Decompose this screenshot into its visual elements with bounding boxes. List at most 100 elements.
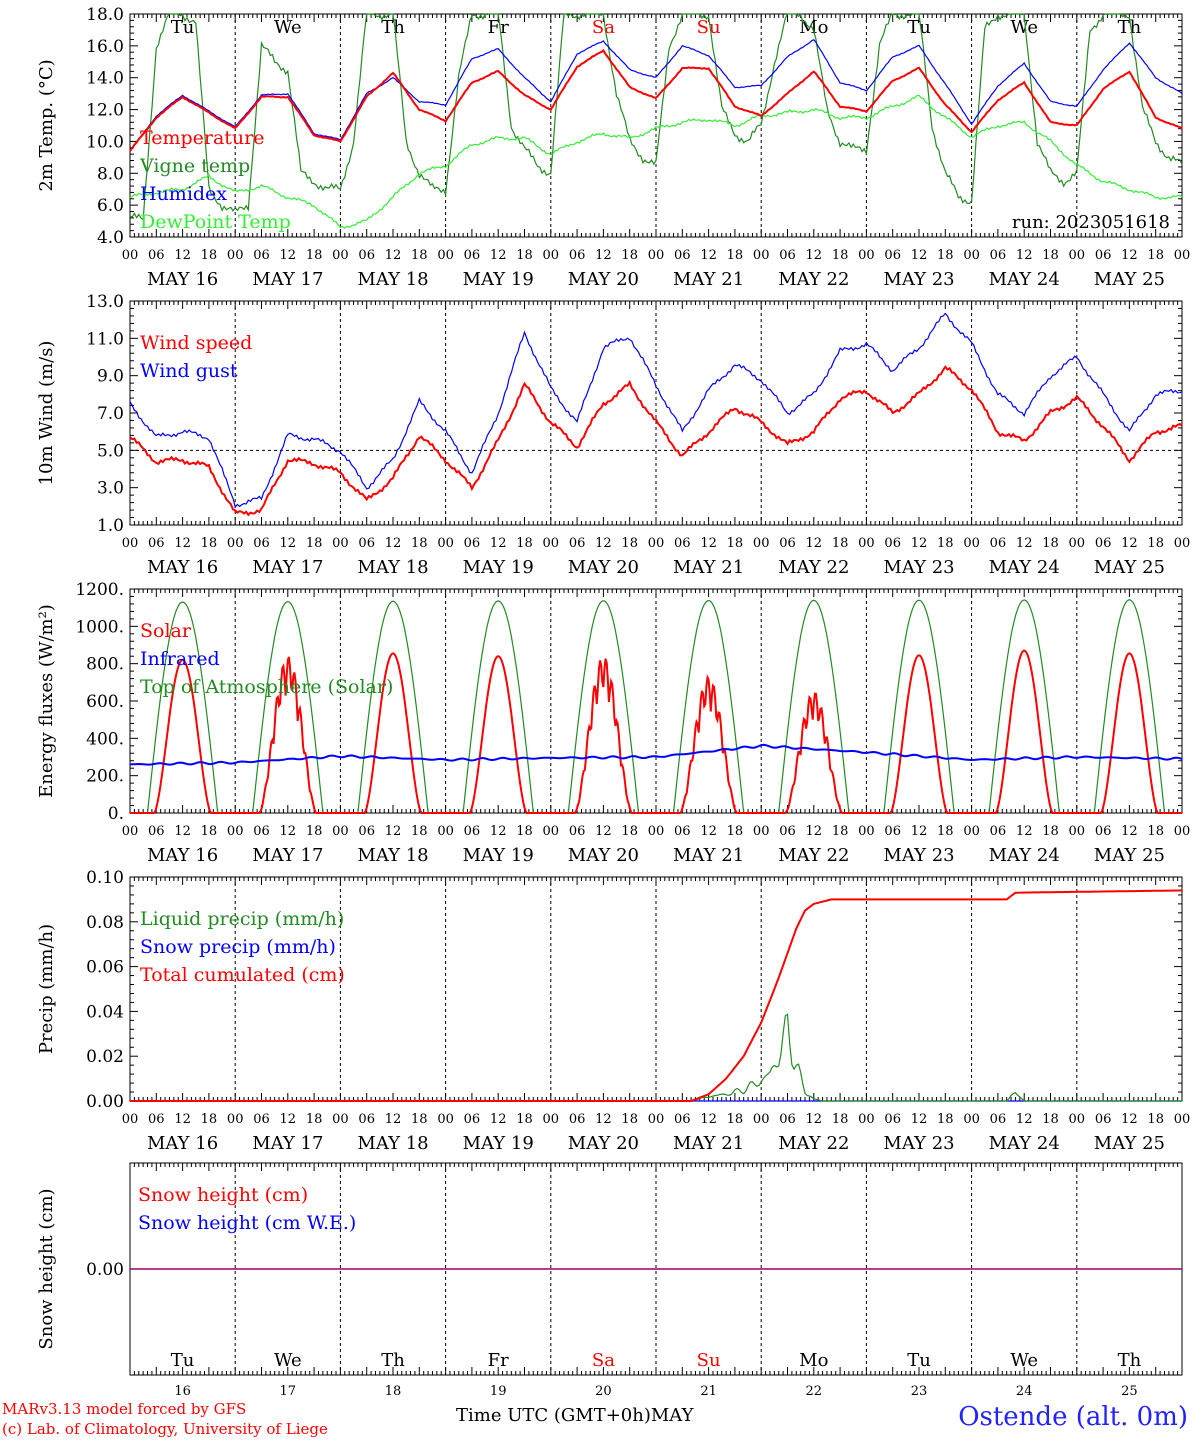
x-date-label: MAY 19 (463, 1133, 534, 1154)
legend-entry: Solar (140, 620, 192, 642)
x-hour-label: 12 (280, 248, 297, 263)
x-date-label: MAY 19 (463, 845, 534, 866)
x-hour-label: 12 (490, 248, 507, 263)
weekday-label: We (1010, 17, 1038, 38)
y-tick-label: 0.08 (86, 913, 124, 933)
series-line-solar (130, 649, 1182, 814)
y-tick-label: 600. (86, 692, 124, 712)
x-date-label: MAY 18 (357, 845, 428, 866)
panel-5: Snow height (cm) 0.00 Snow height (cm) Snow… (36, 1162, 1183, 1399)
x-hour-label: 06 (884, 1112, 901, 1127)
x-hour-label: 00 (227, 248, 244, 263)
x-hour-label: 12 (806, 1112, 823, 1127)
x-hour-label: 18 (937, 536, 954, 551)
x-hour-label: 00 (648, 1112, 665, 1127)
x-hour-label: 06 (569, 536, 586, 551)
x-date-label: MAY 20 (568, 1133, 639, 1154)
x-date-label: MAY 21 (673, 269, 744, 290)
x-hour-label: 12 (1016, 824, 1033, 839)
x-hour-label: 06 (884, 824, 901, 839)
y-tick-label: 1000. (75, 617, 124, 637)
legend-entry: Total cumulated (cm) (140, 964, 345, 986)
x-hour-label: 18 (832, 248, 849, 263)
x-hour-label: 00 (1069, 824, 1086, 839)
panel-3: 0. 200. 400. 600. 800. 1000. 1200. Energy fluxe… (36, 580, 1190, 866)
x-hour-label: 00 (753, 824, 770, 839)
x-hour-label: 18 (201, 1112, 218, 1127)
weekday-label: Tu (907, 17, 931, 38)
x-hour-label: 12 (911, 1112, 928, 1127)
x-hour-label: 12 (700, 248, 717, 263)
x-hour-label: 00 (1069, 536, 1086, 551)
x-hour-label: 18 (1147, 824, 1164, 839)
legend-entry: Humidex (140, 183, 227, 205)
series-line-infrared (129, 743, 1183, 766)
legend-entry: Wind speed (140, 332, 252, 354)
x-hour-label: 18 (1147, 248, 1164, 263)
x-hour-label: 00 (648, 536, 665, 551)
plot-frame (129, 300, 1183, 526)
y-tick-label: 400. (86, 729, 124, 749)
x-date-label: MAY 23 (883, 269, 954, 290)
x-hour-label: 00 (753, 1112, 770, 1127)
x-date-label: MAY 16 (147, 269, 218, 290)
x-hour-label: 06 (884, 536, 901, 551)
x-hour-label: 12 (385, 824, 402, 839)
y-tick-label: 18.0 (86, 5, 124, 25)
x-hour-label: 12 (385, 248, 402, 263)
day-number-label: 19 (490, 1384, 507, 1399)
y-tick-label: 0.10 (86, 868, 124, 888)
weekday-label: We (274, 17, 302, 38)
x-hour-label: 12 (806, 824, 823, 839)
x-hour-label: 18 (727, 1112, 744, 1127)
day-number-label: 21 (700, 1384, 717, 1399)
weekday-label: Th (381, 17, 405, 38)
x-date-label: MAY 25 (1094, 845, 1165, 866)
x-date-label: MAY 16 (147, 845, 218, 866)
x-hour-label: 12 (490, 824, 507, 839)
x-hour-label: 00 (122, 536, 139, 551)
x-hour-label: 18 (621, 824, 638, 839)
x-date-label: MAY 17 (252, 845, 323, 866)
x-hour-label: 12 (490, 536, 507, 551)
x-hour-label: 00 (543, 248, 560, 263)
x-hour-label: 12 (595, 248, 612, 263)
x-hour-label: 12 (280, 824, 297, 839)
y-tick-label: 3.0 (97, 479, 124, 499)
x-hour-label: 12 (280, 536, 297, 551)
x-date-label: MAY 22 (778, 845, 849, 866)
x-hour-label: 06 (1095, 1112, 1112, 1127)
x-hour-label: 12 (280, 1112, 297, 1127)
weekday-label: Fr (488, 17, 509, 38)
x-hour-label: 00 (543, 536, 560, 551)
x-hour-label: 06 (253, 536, 270, 551)
x-hour-label: 18 (832, 1112, 849, 1127)
x-hour-label: 00 (122, 824, 139, 839)
x-hour-label: 12 (911, 536, 928, 551)
x-date-label: MAY 16 (147, 1133, 218, 1154)
legend-entry: Vigne temp (139, 155, 250, 177)
y-tick-label: 0.00 (86, 1260, 124, 1280)
x-hour-label: 06 (148, 824, 165, 839)
y-tick-label: 10.0 (86, 132, 124, 152)
weekday-label: Fr (488, 1350, 509, 1371)
day-number-label: 16 (174, 1384, 191, 1399)
x-hour-label: 18 (832, 536, 849, 551)
x-date-label: MAY 21 (673, 1133, 744, 1154)
x-hour-label: 00 (858, 536, 875, 551)
x-hour-label: 12 (595, 824, 612, 839)
x-hour-label: 06 (674, 536, 691, 551)
x-hour-label: 00 (332, 536, 349, 551)
x-hour-label: 06 (148, 248, 165, 263)
series-line-humidex (129, 38, 1183, 152)
x-hour-label: 00 (227, 536, 244, 551)
x-hour-label: 12 (174, 536, 191, 551)
x-hour-label: 06 (148, 1112, 165, 1127)
y-tick-label: 12.0 (86, 101, 124, 121)
x-hour-label: 00 (437, 1112, 454, 1127)
x-date-label: MAY 20 (568, 269, 639, 290)
x-hour-label: 18 (727, 824, 744, 839)
x-date-label: MAY 19 (463, 557, 534, 578)
x-hour-label: 06 (358, 536, 375, 551)
x-hour-label: 18 (621, 1112, 638, 1127)
